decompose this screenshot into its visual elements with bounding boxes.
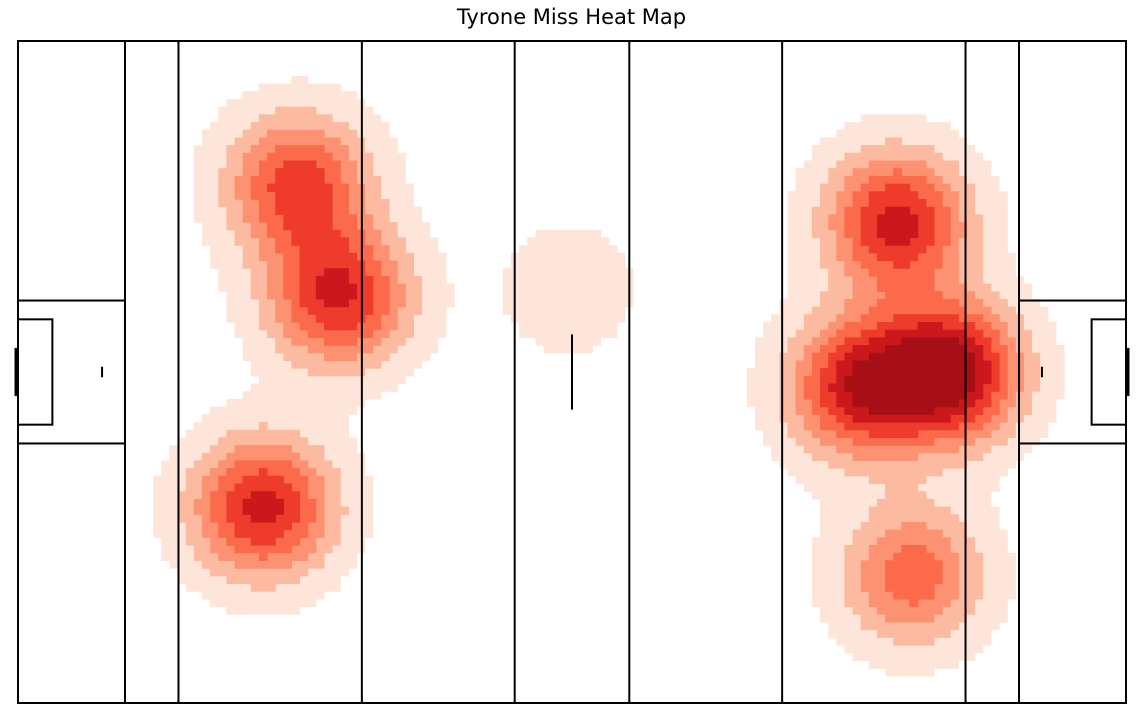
right-small-rectangle xyxy=(1090,318,1127,426)
density-level-6 xyxy=(242,206,992,523)
left-large-rectangle xyxy=(17,299,126,445)
chart-title: Tyrone Miss Heat Map xyxy=(456,5,687,29)
density-level-7 xyxy=(844,337,976,415)
density-contours xyxy=(153,75,1065,677)
density-level-2 xyxy=(177,106,1041,646)
left-small-rectangle xyxy=(17,318,54,426)
pitch-lines xyxy=(14,40,1130,704)
